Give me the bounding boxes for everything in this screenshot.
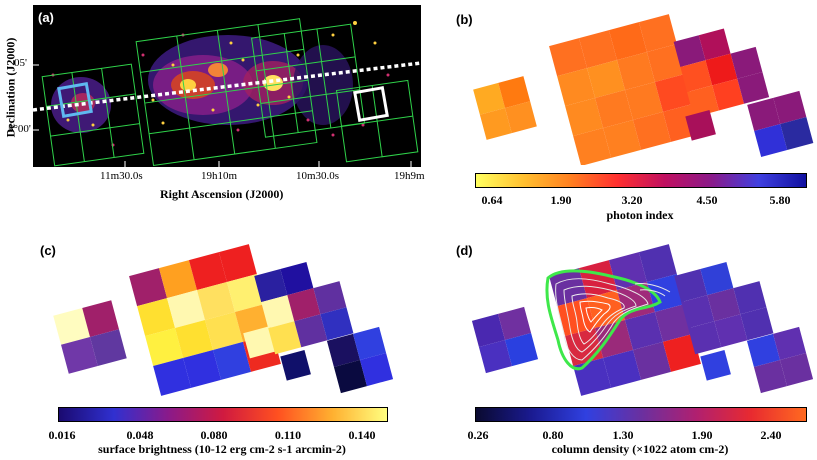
x-tick-1030: 10m30.0s bbox=[296, 170, 340, 182]
cb-c-tick-1: 0.048 bbox=[126, 428, 154, 442]
cb-d-tick-1: 0.80 bbox=[542, 428, 564, 442]
photon-index-colorbar bbox=[475, 173, 807, 188]
cb-c-tick-0: 0.016 bbox=[48, 428, 76, 442]
cb-b-title: photon index bbox=[606, 208, 674, 222]
cb-d-tick-2: 1.30 bbox=[612, 428, 634, 442]
panel-b-label: (b) bbox=[456, 12, 473, 27]
panel-a-label: (a) bbox=[38, 10, 54, 25]
x-axis-label: Right Ascension (J2000) bbox=[160, 187, 284, 201]
cb-b-tick-2: 3.20 bbox=[621, 193, 643, 207]
cb-d-title: column density (×1022 atom cm-2) bbox=[551, 442, 729, 456]
photon-index-map bbox=[473, 14, 814, 165]
panel-d-label: (d) bbox=[456, 243, 473, 258]
cb-b-tick-4: 5.80 bbox=[769, 193, 791, 207]
panel-c-label: (c) bbox=[40, 243, 56, 258]
x-tick-199: 19h9m bbox=[394, 170, 425, 182]
cb-d-tick-4: 2.40 bbox=[760, 428, 782, 442]
column-density-colorbar bbox=[475, 407, 807, 422]
y-tick-500: 5°00' bbox=[8, 123, 31, 135]
cb-c-tick-2: 0.080 bbox=[200, 428, 228, 442]
y-axis-label: Declination (J2000) bbox=[3, 37, 18, 138]
surface-brightness-colorbar bbox=[58, 407, 388, 422]
cb-b-tick-3: 4.50 bbox=[696, 193, 718, 207]
cb-d-tick-3: 1.90 bbox=[691, 428, 713, 442]
surface-brightness-map bbox=[53, 244, 394, 396]
xray-image bbox=[33, 5, 421, 167]
x-tick-1910: 19h10m bbox=[201, 170, 238, 182]
cb-c-title: surface brightness (10-12 erg cm-2 s-1 a… bbox=[98, 442, 346, 456]
cb-c-tick-3: 0.110 bbox=[274, 428, 302, 442]
co-contour-outer bbox=[545, 269, 662, 371]
y-tick-05: 05' bbox=[14, 57, 27, 69]
cb-c-tick-4: 0.140 bbox=[348, 428, 376, 442]
column-density-map bbox=[471, 244, 814, 396]
cb-b-tick-0: 0.64 bbox=[481, 193, 503, 207]
cb-b-tick-1: 1.90 bbox=[550, 193, 572, 207]
cb-d-tick-0: 0.26 bbox=[467, 428, 489, 442]
x-tick-1130: 11m30.0s bbox=[100, 170, 143, 182]
